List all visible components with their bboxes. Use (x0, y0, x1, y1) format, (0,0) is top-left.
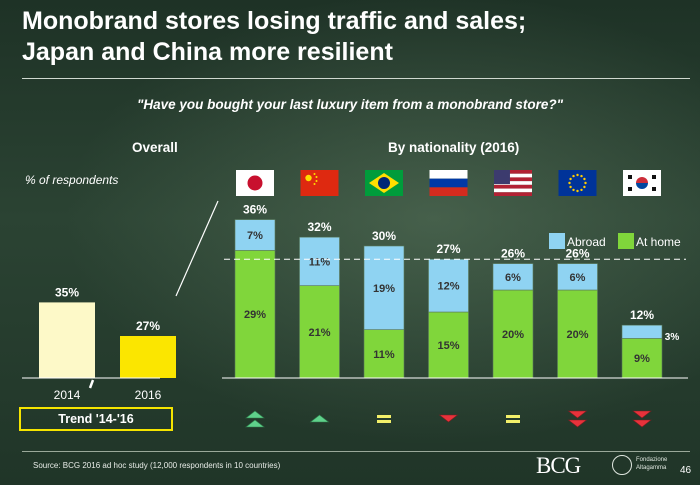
trend-icon-japan-up-double (245, 410, 265, 428)
overall-bar-label: 35% (55, 285, 79, 299)
total-label-europe: 26% (565, 247, 589, 261)
home-value-label: 21% (308, 327, 330, 339)
total-label-japan: 36% (243, 203, 267, 217)
eu-flag (558, 170, 597, 196)
home-value-label: 29% (244, 309, 266, 321)
nationality-heading: By nationality (2016) (388, 140, 520, 155)
total-label-korea: 12% (630, 308, 654, 322)
bar-home-japan (234, 250, 276, 379)
bar-abroad-usa (492, 263, 534, 291)
legend-swatch-abroad (549, 233, 565, 249)
bar-abroad-russia (428, 258, 469, 313)
russia-flag (429, 170, 468, 196)
home-value-label: 11% (373, 349, 395, 361)
bar-abroad-europe (557, 263, 598, 291)
trend-label-box: Trend '14-'16 (19, 407, 173, 431)
trend-icon-korea-down-double (632, 410, 652, 428)
bar-abroad-japan (234, 219, 276, 251)
source-note: Source: BCG 2016 ad hoc study (12,000 re… (33, 461, 281, 470)
abroad-value-label: 12% (437, 281, 459, 293)
abroad-value-label: 3% (665, 332, 680, 343)
total-label-brazil: 30% (372, 229, 396, 243)
title-divider (22, 78, 690, 79)
trend-icon-europe-down-double (567, 410, 588, 428)
bar-home-china (299, 285, 340, 379)
abroad-value-label: 7% (247, 230, 263, 242)
overall-year-label: 2014 (54, 388, 81, 402)
bar-abroad-korea (621, 324, 663, 339)
brazil-flag (365, 170, 403, 196)
trend-row (245, 410, 652, 428)
abroad-value-label: 19% (373, 283, 395, 295)
total-label-russia: 27% (436, 242, 460, 256)
bar-abroad-china (299, 236, 340, 286)
footer-divider (22, 451, 690, 452)
home-value-label: 20% (566, 329, 588, 341)
altagamma-logo-text: Fondazione Altagamma (636, 457, 668, 471)
altagamma-logo-icon (612, 455, 632, 475)
trend-icon-brazil-flat (377, 415, 391, 423)
abroad-value-label: 11% (309, 256, 331, 268)
abroad-value-label: 6% (570, 272, 586, 284)
survey-question: "Have you bought your last luxury item f… (136, 97, 564, 112)
japan-flag (236, 170, 274, 196)
legend-swatch-home (618, 233, 634, 249)
bar-home-brazil (363, 329, 405, 379)
respondents-label: % of respondents (25, 173, 119, 187)
page-title: Monobrand stores losing traffic and sale… (22, 6, 642, 68)
legend-label-home: At home (636, 235, 681, 249)
total-label-usa: 26% (501, 247, 525, 261)
overall-bar-2014 (39, 302, 95, 378)
bar-home-russia (428, 311, 469, 379)
total-label-china: 32% (307, 220, 331, 234)
bar-abroad-brazil (363, 245, 405, 330)
connector-line (175, 200, 219, 297)
page-number: 46 (680, 465, 692, 476)
home-value-label: 20% (502, 329, 524, 341)
overall-bar-2016 (120, 336, 176, 378)
china-flag (300, 170, 339, 196)
overall-year-label: 2016 (135, 388, 162, 402)
bcg-logo: BCG (536, 453, 581, 478)
chart-legend: Abroad At home (549, 233, 681, 249)
overall-bar-label: 27% (136, 319, 160, 333)
legend-label-abroad: Abroad (567, 235, 606, 249)
bar-home-europe (557, 289, 598, 379)
home-value-label: 15% (437, 340, 459, 352)
trend-icon-russia-down (438, 414, 459, 423)
usa-flag (494, 170, 532, 196)
nationality-chart: 29% 7% 36% 21% 11% 32% 11% 19% 30% 15% 12% 27% 20% 6%… (222, 203, 688, 379)
overall-heading: Overall (132, 140, 178, 155)
axis-break-mark (88, 379, 95, 389)
trend-icon-usa-flat (506, 415, 520, 423)
korea-flag (623, 170, 661, 196)
trend-icon-china-up (309, 414, 330, 423)
flag-row (236, 170, 661, 196)
abroad-value-label: 6% (505, 272, 521, 284)
title-line-2: Japan and China more resilient (22, 38, 393, 66)
title-line-1: Monobrand stores losing traffic and sale… (22, 7, 527, 35)
home-value-label: 9% (634, 353, 650, 365)
overall-chart: 35% 2014 27% 2016 (22, 200, 219, 402)
